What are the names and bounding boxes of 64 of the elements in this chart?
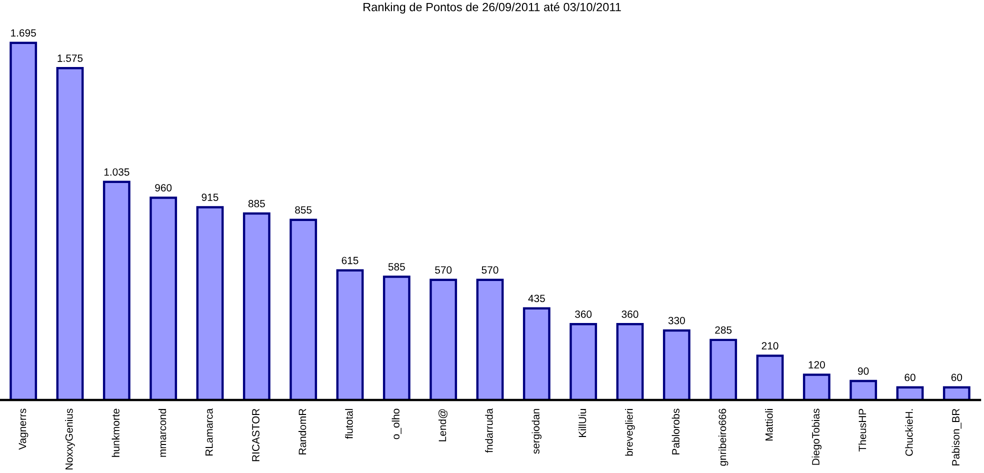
x-tick-label: RLamarca — [206, 408, 213, 456]
bar — [570, 323, 598, 400]
x-tick-label: DiegoTobias — [812, 408, 822, 465]
x-tick-label: sergiodan — [532, 409, 542, 454]
bar — [662, 329, 690, 400]
bar — [616, 323, 644, 400]
x-tick-label: mmarcond — [158, 409, 166, 457]
bar — [942, 386, 970, 400]
bar — [290, 218, 318, 400]
x-tick-label: TheusHP — [858, 408, 866, 452]
bar — [196, 206, 224, 400]
x-tick-label: hunkmorte — [112, 408, 120, 457]
bar — [522, 307, 550, 400]
data-label: 1.695 — [11, 29, 36, 37]
data-label: 1.035 — [104, 168, 130, 176]
x-tick-label: flutotal — [345, 409, 353, 439]
bar — [710, 338, 738, 400]
x-tick-label: RandomR — [298, 408, 306, 454]
bar — [430, 278, 458, 400]
bar — [10, 42, 38, 400]
x-tick-label: fndarruda — [485, 408, 493, 453]
x-tick-label: o_olho — [392, 408, 402, 440]
x-tick-label: RICASTOR — [252, 408, 260, 462]
bar — [336, 269, 364, 400]
bar — [382, 276, 410, 400]
x-tick-label: NoxxyGenius — [65, 408, 75, 470]
x-tick-label: KillUiu — [578, 409, 586, 437]
data-label: 360 — [622, 310, 638, 318]
x-tick-label: ChuckieH. — [905, 409, 913, 456]
data-label: 435 — [528, 294, 545, 302]
x-tick-label: Lend@ — [438, 409, 448, 442]
data-label: 855 — [295, 206, 312, 214]
data-label: 90 — [858, 367, 869, 375]
bar — [896, 386, 924, 400]
bar — [102, 180, 130, 400]
bar — [56, 67, 84, 400]
bar — [242, 212, 270, 400]
data-label: 615 — [342, 256, 358, 264]
data-label: 120 — [808, 361, 825, 368]
data-label: 1.575 — [58, 54, 83, 62]
bar — [476, 278, 504, 400]
data-label: 330 — [668, 316, 685, 324]
x-tick-label: breveglieri — [625, 409, 635, 456]
data-label: 585 — [388, 263, 405, 271]
bar — [150, 196, 178, 400]
data-label: 915 — [202, 194, 218, 201]
x-tick-label: Pablorobs — [672, 408, 680, 454]
data-label: 570 — [482, 266, 498, 274]
data-label: 570 — [435, 266, 452, 274]
data-label: 60 — [951, 374, 962, 382]
x-tick-label: gnribeiro666 — [718, 408, 728, 466]
chart-title: Ranking de Pontos de 26/09/2011 até 03/10/2011 — [364, 2, 621, 14]
data-label: 60 — [904, 374, 916, 382]
x-tick-label: Vagnerrs — [18, 408, 28, 450]
bar — [802, 374, 830, 400]
x-tick-label: Mattioli — [765, 409, 773, 440]
data-label: 285 — [715, 326, 732, 334]
x-tick-label: Pabison_BR — [952, 408, 962, 466]
data-label: 960 — [155, 184, 172, 192]
data-label: 210 — [762, 342, 778, 350]
data-label: 885 — [248, 200, 265, 208]
bar — [850, 380, 878, 400]
data-label: 360 — [575, 310, 592, 318]
bar — [756, 354, 784, 400]
